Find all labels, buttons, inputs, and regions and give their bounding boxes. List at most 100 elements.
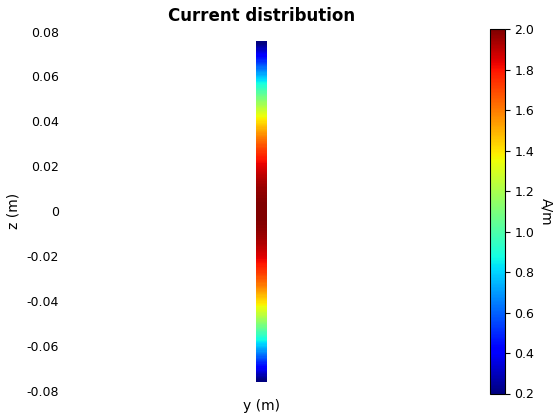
Bar — [256, 244, 267, 245]
Bar — [256, 34, 267, 35]
Bar — [256, 116, 267, 117]
Bar — [256, 378, 267, 379]
Bar — [256, 386, 267, 388]
Bar — [256, 292, 267, 293]
Bar — [256, 193, 267, 194]
Bar — [256, 250, 267, 251]
Bar — [256, 74, 267, 75]
Bar — [256, 316, 267, 317]
Bar — [256, 293, 267, 294]
Bar — [256, 42, 267, 44]
Bar — [256, 373, 267, 375]
Bar — [256, 390, 267, 391]
Bar — [256, 118, 267, 119]
Bar — [256, 82, 267, 83]
Bar — [256, 96, 267, 97]
Bar — [256, 225, 267, 226]
Bar — [256, 48, 267, 50]
Bar — [256, 304, 267, 305]
Bar — [256, 150, 267, 152]
Bar — [256, 383, 267, 384]
Bar — [256, 165, 267, 166]
Bar — [256, 94, 267, 95]
Bar — [256, 177, 267, 178]
Bar — [256, 205, 267, 207]
Bar — [256, 309, 267, 310]
X-axis label: y (m): y (m) — [243, 399, 280, 413]
Bar — [256, 194, 267, 196]
Bar — [256, 57, 267, 58]
Bar — [256, 183, 267, 184]
Bar — [256, 174, 267, 176]
Bar — [256, 88, 267, 89]
Bar — [256, 214, 267, 215]
Bar — [256, 322, 267, 323]
Bar — [256, 59, 267, 60]
Bar — [256, 58, 267, 59]
Bar — [256, 340, 267, 341]
Bar — [256, 167, 267, 168]
Bar — [256, 333, 267, 334]
Bar — [256, 320, 267, 322]
Bar — [256, 196, 267, 197]
Y-axis label: A/m: A/m — [540, 197, 554, 225]
Bar — [256, 389, 267, 390]
Bar — [256, 313, 267, 315]
Bar — [256, 331, 267, 333]
Bar — [256, 158, 267, 159]
Bar — [256, 139, 267, 141]
Bar — [256, 209, 267, 210]
Bar — [256, 126, 267, 127]
Bar — [256, 330, 267, 331]
Bar — [256, 101, 267, 102]
Bar — [256, 269, 267, 270]
Bar — [256, 295, 267, 297]
Bar — [256, 45, 267, 46]
Bar — [256, 278, 267, 280]
Bar — [256, 136, 267, 137]
Bar — [256, 334, 267, 335]
Bar — [256, 252, 267, 253]
Bar — [256, 181, 267, 183]
Bar — [256, 105, 267, 106]
Bar — [256, 329, 267, 330]
Bar — [256, 130, 267, 131]
Bar — [256, 93, 267, 94]
Bar — [256, 246, 267, 247]
Bar — [256, 189, 267, 190]
Bar — [256, 256, 267, 257]
Bar — [256, 135, 267, 136]
Bar — [256, 281, 267, 282]
Bar — [256, 221, 267, 222]
Bar — [256, 203, 267, 204]
Bar — [256, 204, 267, 205]
Bar — [256, 384, 267, 385]
Bar — [256, 106, 267, 107]
Bar — [256, 346, 267, 347]
Bar — [256, 134, 267, 135]
Bar — [256, 239, 267, 240]
Bar — [256, 324, 267, 326]
Bar — [256, 358, 267, 359]
Bar — [256, 29, 267, 40]
Bar — [256, 64, 267, 65]
Bar — [256, 63, 267, 64]
Bar — [256, 370, 267, 371]
Bar — [256, 233, 267, 234]
Bar — [256, 307, 267, 309]
Bar — [256, 364, 267, 365]
Bar — [256, 200, 267, 201]
Bar — [256, 107, 267, 108]
Bar — [256, 371, 267, 372]
Bar — [256, 235, 267, 236]
Bar — [256, 54, 267, 55]
Bar — [256, 218, 267, 220]
Bar — [256, 172, 267, 173]
Bar — [256, 286, 267, 287]
Bar — [256, 326, 267, 328]
Bar — [256, 277, 267, 278]
Bar — [256, 143, 267, 144]
Bar — [256, 95, 267, 96]
Bar — [256, 337, 267, 339]
Bar — [256, 234, 267, 235]
